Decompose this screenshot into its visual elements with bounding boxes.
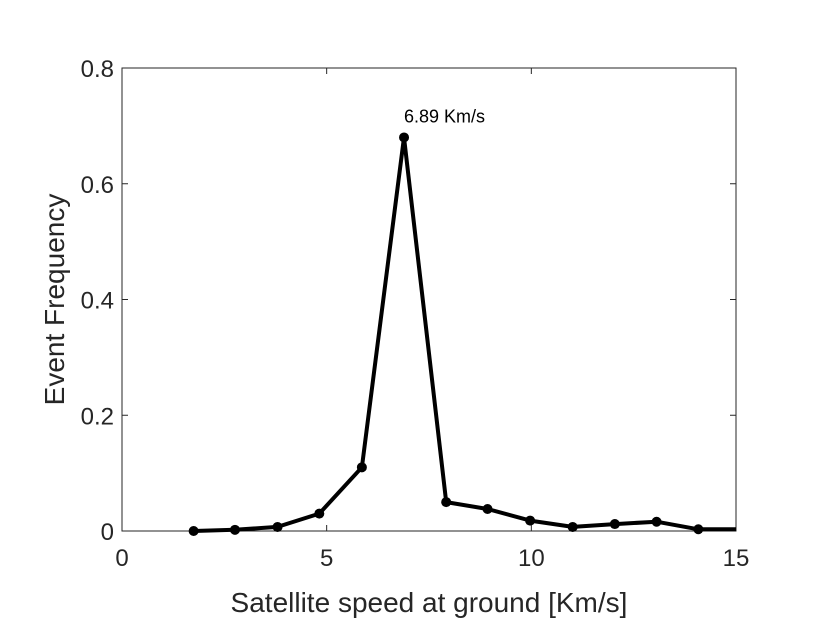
y-tick-label: 0.4	[81, 288, 114, 315]
data-point	[525, 515, 536, 526]
x-tick-label: 0	[115, 545, 128, 572]
x-tick-label: 10	[518, 545, 545, 572]
data-point	[651, 516, 662, 527]
y-tick-label: 0.2	[81, 403, 114, 430]
data-point	[609, 519, 620, 530]
plot-area: 0 5 10 15 0 0.2 0.4 0.6 0.8 Satellite speed at gr…	[39, 56, 749, 618]
data-point	[188, 526, 199, 536]
series-line	[193, 135, 736, 533]
y-tick-label: 0.6	[81, 172, 114, 199]
data-point	[693, 524, 704, 535]
y-tick-label: 0	[101, 519, 114, 546]
data-point	[399, 132, 410, 143]
data-point	[567, 521, 578, 532]
data-point	[356, 462, 367, 473]
data-point	[482, 504, 493, 515]
peak-annotation: 6.89 Km/s	[404, 106, 485, 126]
data-point	[314, 508, 325, 519]
x-tick-label: 15	[723, 545, 750, 572]
y-axis-label: Event Frequency	[39, 194, 70, 406]
x-tick-label: 5	[320, 545, 333, 572]
data-point	[441, 497, 452, 508]
y-tick-label: 0.8	[81, 56, 114, 83]
data-point	[272, 521, 283, 532]
data-point	[229, 524, 240, 535]
x-axis-label: Satellite speed at ground [Km/s]	[231, 587, 628, 618]
